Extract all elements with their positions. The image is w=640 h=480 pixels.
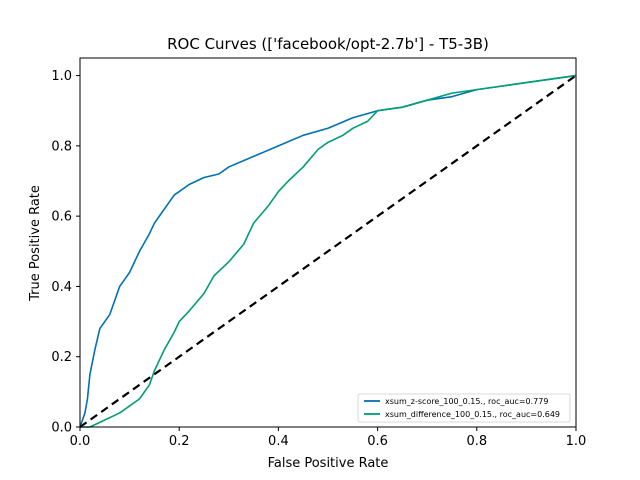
legend-label-difference: xsum_difference_100_0.15., roc_auc=0.649 (385, 410, 560, 419)
x-tick-label: 0.8 (466, 434, 487, 449)
y-tick-label: 0.4 (51, 280, 72, 295)
y-tick-label: 0.0 (51, 421, 72, 436)
y-tick-label: 0.2 (51, 350, 72, 365)
y-tick-label: 1.0 (51, 69, 72, 84)
plot-frame (79, 57, 577, 428)
y-axis-ticks: 0.0 0.2 0.4 0.6 0.8 1.0 (51, 69, 80, 436)
x-tick-label: 0.6 (367, 434, 388, 449)
legend-label-z-score: xsum_z-score_100_0.15., roc_auc=0.779 (385, 397, 548, 406)
series-line-random-baseline (79, 74, 577, 428)
x-tick-label: 1.0 (566, 434, 587, 449)
plot-area (79, 74, 577, 428)
y-tick-label: 0.8 (51, 139, 72, 154)
x-axis-ticks: 0.0 0.2 0.4 0.6 0.8 1.0 (70, 427, 587, 449)
chart-title: ROC Curves (['facebook/opt-2.7b'] - T5-3… (167, 35, 489, 53)
legend: xsum_z-score_100_0.15., roc_auc=0.779 xs… (357, 393, 571, 423)
legend-box (357, 393, 571, 423)
y-tick-label: 0.6 (51, 210, 72, 225)
y-axis-label: True Positive Rate (28, 185, 43, 302)
x-tick-label: 0.0 (70, 434, 91, 449)
series-line-xsum-difference-100-0-15 (80, 74, 577, 428)
x-tick-label: 0.4 (268, 434, 289, 449)
x-axis-label: False Positive Rate (268, 456, 389, 471)
x-tick-label: 0.2 (169, 434, 190, 449)
